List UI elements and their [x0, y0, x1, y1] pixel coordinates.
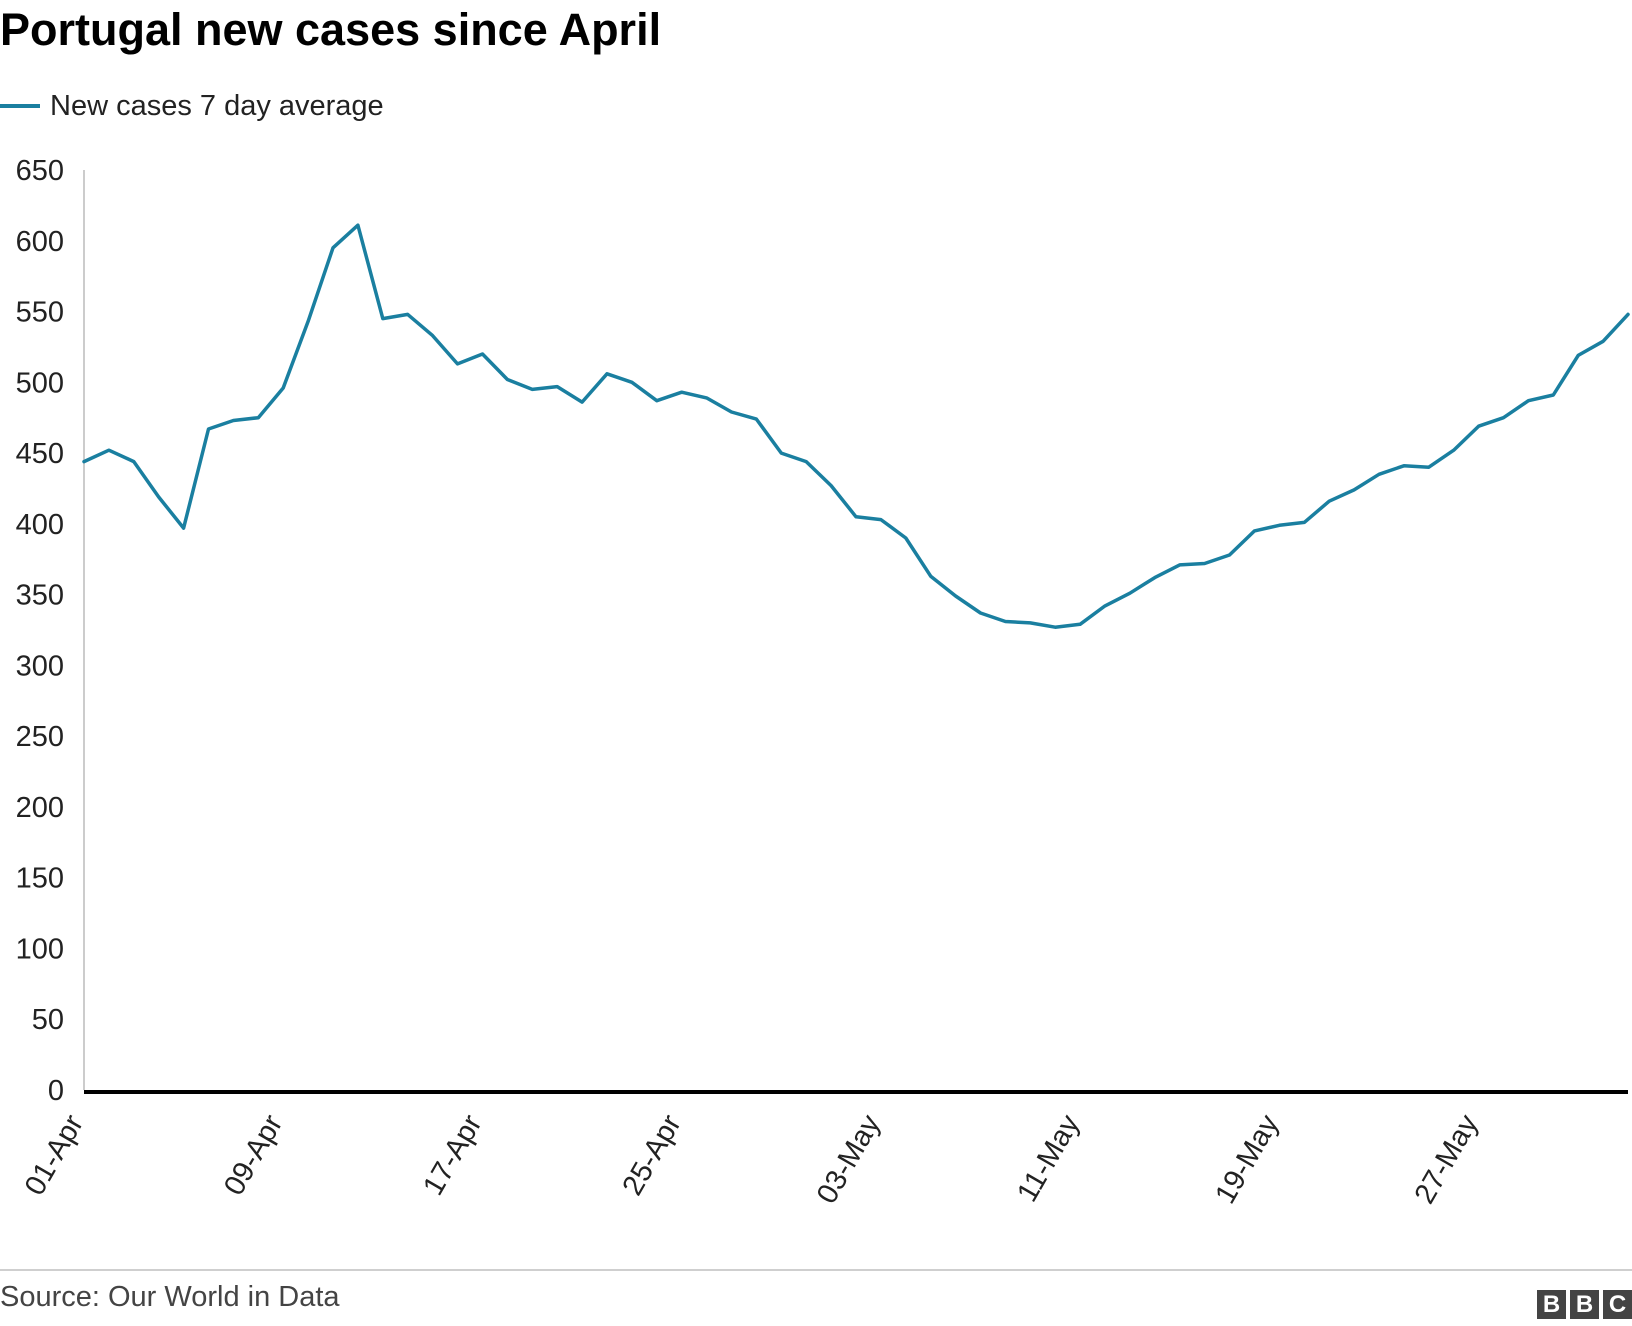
data-point [456, 362, 460, 366]
data-point [256, 416, 260, 420]
data-point [530, 387, 534, 391]
data-point [331, 246, 335, 250]
data-point [132, 460, 136, 464]
y-tick-label: 450 [16, 438, 64, 470]
data-point [1526, 399, 1530, 403]
data-point [804, 460, 808, 464]
bbc-logo: B B C [1537, 1290, 1632, 1319]
data-point [1252, 529, 1256, 533]
footer-divider [0, 1269, 1632, 1271]
data-point [1352, 488, 1356, 492]
y-tick-label: 600 [16, 226, 64, 258]
data-point [1402, 464, 1406, 468]
data-point [929, 574, 933, 578]
data-point [1427, 465, 1431, 469]
bbc-logo-letter: B [1570, 1290, 1599, 1319]
data-point [480, 352, 484, 356]
data-point [779, 451, 783, 455]
data-point [1277, 523, 1281, 527]
data-point [356, 223, 360, 227]
data-point [879, 518, 883, 522]
data-point [605, 372, 609, 376]
data-point [555, 385, 559, 389]
x-tick-label: 19-May [1209, 1109, 1285, 1209]
x-tick-label: 25-Apr [617, 1109, 688, 1201]
legend-label: New cases 7 day average [50, 89, 384, 122]
data-point [829, 484, 833, 488]
data-point [1228, 553, 1232, 557]
data-point [82, 460, 86, 464]
data-point [1302, 520, 1306, 524]
legend-line-swatch [0, 104, 40, 108]
x-tick-label: 11-May [1011, 1109, 1086, 1207]
y-tick-label: 0 [48, 1075, 64, 1107]
data-point [107, 448, 111, 452]
y-tick-label: 250 [16, 721, 64, 753]
data-point [1103, 604, 1107, 608]
data-point [207, 427, 211, 431]
data-point [1551, 393, 1555, 397]
y-tick-label: 350 [16, 580, 64, 612]
data-point [1452, 448, 1456, 452]
data-point [1203, 561, 1207, 565]
data-point [1053, 625, 1057, 629]
data-point [754, 417, 758, 421]
data-point [1501, 416, 1505, 420]
chart-title: Portugal new cases since April [0, 4, 662, 55]
y-tick-label: 550 [16, 297, 64, 329]
data-point [1128, 591, 1132, 595]
data-point [306, 319, 310, 323]
data-point [729, 410, 733, 414]
y-tick-label: 400 [16, 509, 64, 541]
data-point [630, 380, 634, 384]
data-point [1078, 622, 1082, 626]
data-point [1327, 499, 1331, 503]
data-point [1003, 620, 1007, 624]
data-point [431, 334, 435, 338]
x-tick-label: 17-Apr [417, 1109, 488, 1201]
data-point [655, 399, 659, 403]
data-point [904, 536, 908, 540]
data-point [1377, 472, 1381, 476]
data-point [505, 377, 509, 381]
data-point [182, 526, 186, 530]
bbc-logo-letter: B [1537, 1290, 1566, 1319]
data-point [1153, 576, 1157, 580]
y-tick-label: 100 [16, 933, 64, 965]
data-point [231, 419, 235, 423]
y-tick-label: 50 [32, 1004, 64, 1036]
x-tick-label: 27-May [1409, 1109, 1485, 1209]
data-point [954, 594, 958, 598]
data-point [580, 400, 584, 404]
data-point [381, 317, 385, 321]
source-note: Source: Our World in Data [0, 1281, 340, 1313]
data-point [157, 495, 161, 499]
x-tick-label: 09-Apr [218, 1109, 289, 1201]
data-point [1601, 339, 1605, 343]
line-chart: 0 50 100 150 200 250 300 350 400 450 500 550 600 650 0… [16, 155, 1630, 1209]
y-tick-label: 500 [16, 367, 64, 399]
data-point [1576, 353, 1580, 357]
data-point [1178, 563, 1182, 567]
legend: New cases 7 day average [0, 86, 384, 126]
data-point [406, 312, 410, 316]
data-point [705, 396, 709, 400]
bbc-logo-letter: C [1603, 1290, 1632, 1319]
y-tick-label: 150 [16, 863, 64, 895]
x-tick-label: 03-May [811, 1109, 887, 1209]
y-tick-label: 650 [16, 155, 64, 187]
data-point [979, 611, 983, 615]
data-point [1626, 312, 1630, 316]
data-point [854, 515, 858, 519]
series-line-new-cases [82, 223, 1630, 629]
data-point [1477, 424, 1481, 428]
data-point [281, 386, 285, 390]
x-tick-label: 01-Apr [19, 1109, 90, 1201]
data-point [680, 390, 684, 394]
data-point [1028, 621, 1032, 625]
y-tick-label: 200 [16, 792, 64, 824]
y-tick-label: 300 [16, 650, 64, 682]
